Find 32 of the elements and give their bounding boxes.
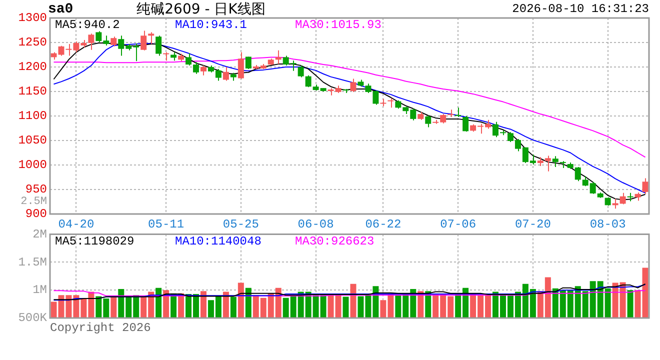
- x-tick-label: 08-03: [590, 217, 626, 232]
- x-tick-label: 06-08: [298, 217, 334, 232]
- text: sa0: [48, 2, 74, 18]
- y-tick-label: 1M: [32, 283, 47, 298]
- y-tick-label: 1000: [18, 158, 47, 172]
- y-tick-label: 1150: [18, 84, 47, 99]
- series-label: MA10:943.1: [175, 18, 248, 32]
- y-tick-label: 2M: [32, 227, 47, 242]
- y-tick-label: 1200: [18, 60, 47, 74]
- x-tick-label: 05-25: [222, 217, 259, 232]
- y-tick-label: 1100: [18, 109, 47, 124]
- y-tick-label: 900: [25, 207, 47, 222]
- text: MA30:926623: [295, 234, 374, 248]
- y-tick-label: 1300: [18, 11, 47, 26]
- text: MA30:1015.93: [295, 18, 382, 32]
- y-tick-label: 1.5M: [18, 255, 47, 270]
- x-tick-label: 04-20: [58, 217, 94, 232]
- text: MA5:1198029: [55, 234, 134, 248]
- text: MA10:1140048: [175, 234, 262, 248]
- x-tick-label: 06-22: [365, 217, 402, 232]
- y-tick-label: 1050: [18, 134, 47, 148]
- x-tick-label: 05-11: [148, 217, 184, 232]
- y-tick-label: 950: [25, 182, 47, 197]
- y-tick-label: 1250: [18, 36, 47, 50]
- text: 2026-08-10 16:31:23: [512, 2, 649, 16]
- text: 2.5M: [20, 196, 47, 208]
- x-tick-label: 07-06: [440, 217, 476, 232]
- series-label: MA5:940.2: [55, 18, 120, 32]
- chart-title: 纯碱2609 - 日K线图: [136, 2, 266, 18]
- y-tick-label: 500K: [18, 311, 48, 326]
- x-tick-label: 07-20: [514, 217, 551, 232]
- text: Copyright 2026: [50, 321, 151, 336]
